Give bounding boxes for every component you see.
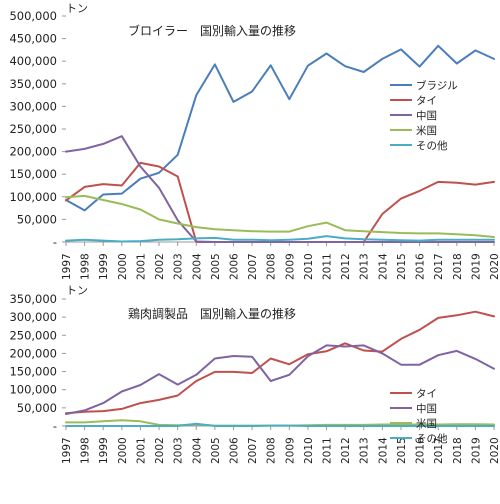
x-tick-label: 2004 bbox=[191, 437, 203, 464]
x-tick-label: 2003 bbox=[173, 253, 185, 280]
x-tick-label: 2016 bbox=[415, 253, 427, 280]
x-tick-label: 2001 bbox=[135, 253, 147, 280]
x-tick-label: 2008 bbox=[266, 253, 278, 280]
x-tick-label: 2020 bbox=[489, 253, 500, 280]
y-tick-label: 500,000 bbox=[9, 9, 57, 23]
x-tick-label: 2006 bbox=[228, 437, 240, 464]
y-tick-label: 150,000 bbox=[9, 365, 57, 379]
x-tick-label: 2005 bbox=[210, 437, 222, 464]
x-tick-label: 2009 bbox=[284, 253, 296, 280]
x-tick-label: 1998 bbox=[80, 253, 92, 280]
y-tick-label: 100,000 bbox=[9, 190, 57, 204]
x-tick-label: 2010 bbox=[303, 253, 315, 280]
x-tick-label: 2010 bbox=[303, 437, 315, 464]
y-tick-label: 100,000 bbox=[9, 383, 57, 397]
x-tick-label: 2007 bbox=[247, 253, 259, 280]
y-tick-label: 350,000 bbox=[9, 292, 57, 306]
x-tick-label: 2011 bbox=[322, 437, 334, 464]
legend-label: 中国 bbox=[416, 402, 437, 415]
chart-title: 鶏肉調製品 国別輸入量の推移 bbox=[128, 306, 296, 321]
y-tick-label: 250,000 bbox=[9, 328, 57, 342]
chart-2: - 50,000 100,000 150,000 200,000 250,000 300,0… bbox=[9, 284, 500, 464]
x-tick-label: 2009 bbox=[284, 437, 296, 464]
legend-label: 米国 bbox=[416, 417, 437, 430]
x-tick-label: 2018 bbox=[452, 437, 464, 464]
y-tick-label: - bbox=[53, 235, 57, 249]
x-tick-label: 2007 bbox=[247, 437, 259, 464]
x-tick-label: 2014 bbox=[377, 437, 389, 464]
legend-label: タイ bbox=[416, 388, 437, 400]
chart-title: ブロイラー 国別輸入量の推移 bbox=[128, 23, 296, 38]
x-tick-label: 2015 bbox=[396, 253, 408, 280]
x-tick-label: 1997 bbox=[61, 437, 73, 464]
y-tick-label: 250,000 bbox=[9, 122, 57, 136]
x-tick-label: 2006 bbox=[228, 253, 240, 280]
x-tick-label: 2020 bbox=[489, 437, 500, 464]
legend-label: タイ bbox=[416, 95, 437, 107]
x-tick-label: 2012 bbox=[340, 437, 352, 464]
x-tick-label: 2000 bbox=[117, 437, 129, 464]
x-tick-label: 2014 bbox=[377, 253, 389, 280]
y-tick-label: 450,000 bbox=[9, 32, 57, 46]
x-tick-label: 2018 bbox=[452, 253, 464, 280]
y-tick-label: 200,000 bbox=[9, 145, 57, 159]
legend-label: ブラジル bbox=[416, 79, 458, 92]
y-tick-label: 150,000 bbox=[9, 167, 57, 181]
y-tick-label: 300,000 bbox=[9, 99, 57, 113]
x-tick-label: 2012 bbox=[340, 253, 352, 280]
x-tick-label: 2017 bbox=[433, 253, 445, 280]
y-tick-label: 50,000 bbox=[17, 401, 57, 415]
x-tick-label: 1998 bbox=[80, 437, 92, 464]
series-line-2 bbox=[65, 344, 495, 415]
chart-1: - 50,000 100,000 150,000 200,000 250,000 300,0… bbox=[9, 2, 500, 280]
x-tick-label: 2017 bbox=[433, 437, 445, 464]
x-tick-label: 2015 bbox=[396, 437, 408, 464]
legend-label: その他 bbox=[416, 139, 448, 152]
y-tick-label: 400,000 bbox=[9, 54, 57, 68]
series-line-4 bbox=[65, 194, 495, 238]
x-tick-label: 2013 bbox=[359, 253, 371, 280]
x-tick-label: 2000 bbox=[117, 253, 129, 280]
x-tick-label: 2004 bbox=[191, 253, 203, 280]
unit-label: トン bbox=[66, 284, 88, 297]
x-tick-label: 2008 bbox=[266, 437, 278, 464]
x-tick-label: 2019 bbox=[470, 253, 482, 280]
series-line-1 bbox=[65, 310, 495, 415]
series-line-4 bbox=[65, 422, 495, 427]
x-tick-label: 2003 bbox=[173, 437, 185, 464]
x-tick-label: 2013 bbox=[359, 437, 371, 464]
x-tick-label: 1997 bbox=[61, 253, 73, 280]
series-line-5 bbox=[65, 235, 495, 243]
x-tick-label: 2016 bbox=[415, 437, 427, 464]
y-tick-label: 300,000 bbox=[9, 310, 57, 324]
x-tick-label: 2001 bbox=[135, 437, 147, 464]
series-line-3 bbox=[65, 135, 495, 243]
unit-label: トン bbox=[66, 2, 88, 15]
x-tick-label: 2002 bbox=[154, 437, 166, 464]
series-line-2 bbox=[65, 161, 495, 243]
series-line-1 bbox=[65, 44, 495, 212]
x-tick-label: 2011 bbox=[322, 253, 334, 280]
y-tick-label: - bbox=[53, 419, 57, 433]
x-tick-label: 2002 bbox=[154, 253, 166, 280]
y-tick-label: 350,000 bbox=[9, 77, 57, 91]
legend-label: 米国 bbox=[416, 124, 437, 137]
x-tick-label: 2019 bbox=[470, 437, 482, 464]
x-tick-label: 1999 bbox=[98, 253, 110, 280]
x-tick-label: 1999 bbox=[98, 437, 110, 464]
y-tick-label: 50,000 bbox=[17, 212, 57, 226]
x-tick-label: 2005 bbox=[210, 253, 222, 280]
y-tick-label: 200,000 bbox=[9, 346, 57, 360]
legend-label: 中国 bbox=[416, 109, 437, 122]
legend-label: その他 bbox=[416, 432, 448, 445]
